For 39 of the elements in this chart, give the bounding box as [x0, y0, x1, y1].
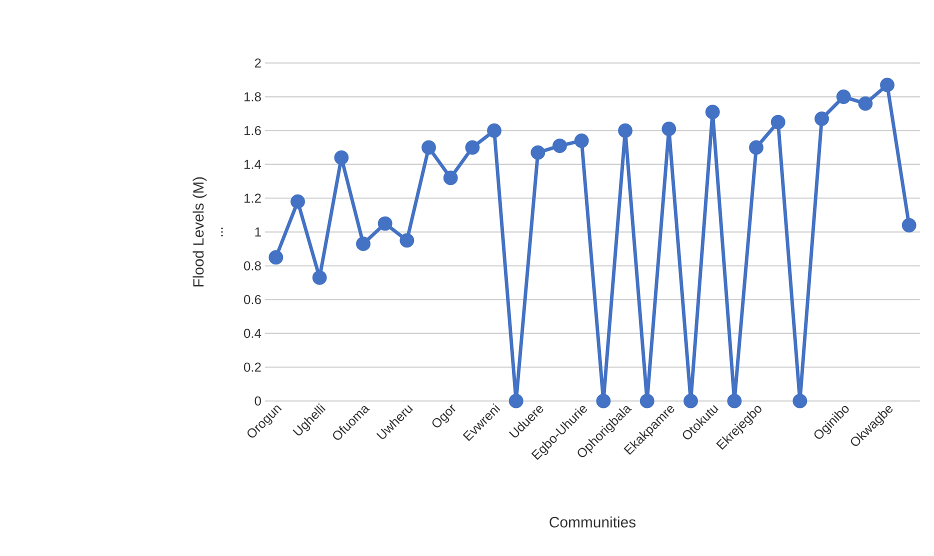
y-tick-label: 0.8 — [244, 261, 261, 270]
y-tick-label: 0.6 — [244, 294, 261, 304]
y-tick-label: 2 — [254, 58, 261, 68]
point — [749, 140, 764, 155]
y-tick-label: 1.2 — [244, 194, 261, 203]
point — [268, 250, 284, 265]
point — [334, 150, 349, 165]
point — [792, 394, 808, 408]
point — [400, 233, 414, 248]
y-tick-label: 0.2 — [244, 362, 261, 372]
point — [770, 114, 786, 130]
point — [290, 194, 305, 209]
point — [422, 140, 436, 155]
y-tick-label: 1.8 — [244, 92, 261, 102]
point — [356, 236, 370, 252]
point — [312, 270, 327, 285]
y-tick-label: 1.4 — [244, 160, 262, 169]
point — [902, 218, 916, 232]
point — [552, 138, 567, 154]
point — [662, 122, 676, 136]
text: ... — [221, 228, 223, 236]
y-tick-label: 1 — [255, 228, 261, 236]
point — [836, 90, 851, 104]
point — [465, 140, 480, 155]
y-tick-label: 0 — [254, 396, 261, 406]
x-axis-title: Communities — [550, 516, 636, 528]
y-axis-title: Flood Levels (M) — [192, 177, 207, 286]
point — [618, 123, 632, 138]
y-tick-label: 1.6 — [244, 126, 261, 136]
point — [378, 216, 392, 231]
point — [705, 104, 720, 120]
point — [574, 134, 589, 148]
y-tick-label: 0.4 — [244, 328, 262, 338]
point — [530, 145, 546, 160]
point — [487, 123, 502, 138]
point — [858, 96, 873, 111]
point — [443, 170, 458, 186]
point — [880, 78, 894, 92]
point — [814, 112, 829, 126]
